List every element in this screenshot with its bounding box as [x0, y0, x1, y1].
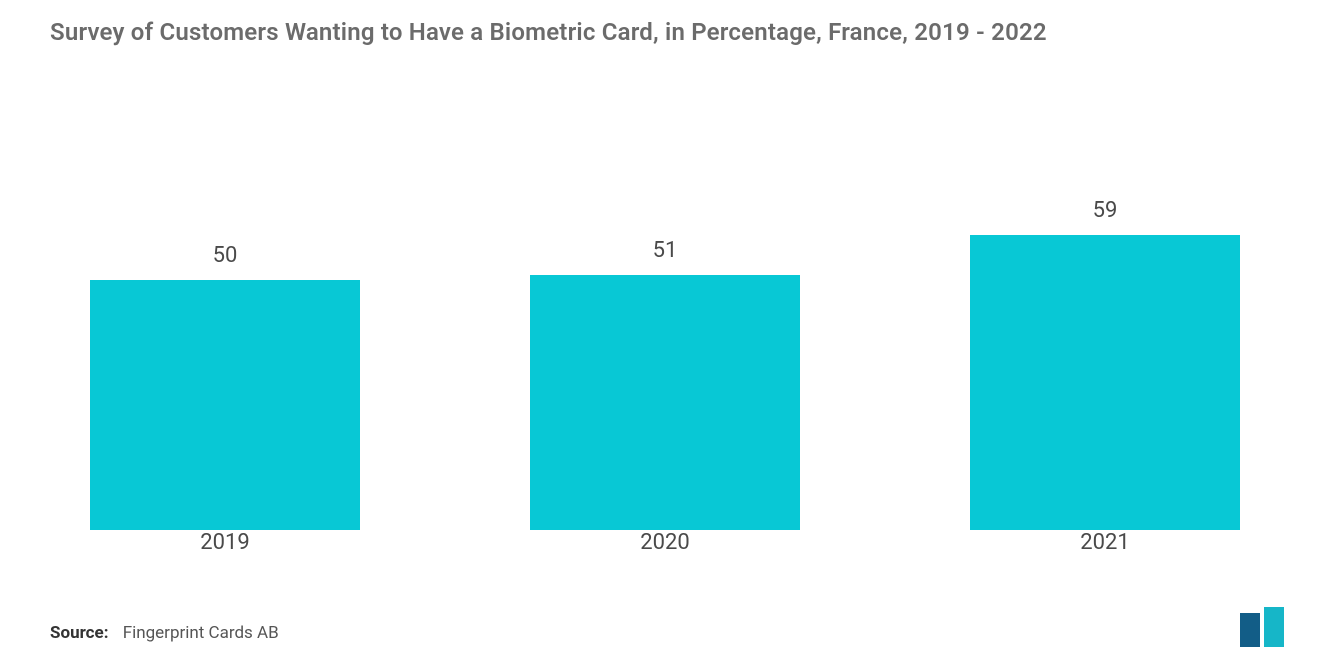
bar-group: 51 — [530, 238, 800, 530]
source-text: Fingerprint Cards AB — [123, 623, 279, 643]
bar — [970, 235, 1240, 530]
x-axis-label: 2020 — [530, 530, 800, 555]
bar-value-label: 59 — [1093, 198, 1118, 223]
bar — [530, 275, 800, 530]
source-label: Source: — [50, 623, 108, 643]
bar-group: 59 — [970, 198, 1240, 530]
source-line: Source: Fingerprint Cards AB — [50, 623, 279, 643]
chart-title: Survey of Customers Wanting to Have a Bi… — [50, 18, 1270, 46]
x-axis-label: 2019 — [90, 530, 360, 555]
brand-logo-icon — [1236, 607, 1292, 647]
x-axis-label: 2021 — [970, 530, 1240, 555]
bar-value-label: 50 — [213, 243, 238, 268]
bar-group: 50 — [90, 243, 360, 530]
bar-value-label: 51 — [653, 238, 678, 263]
bar-chart-plot: 50 51 59 — [90, 90, 1240, 530]
bar — [90, 280, 360, 530]
x-axis: 2019 2020 2021 — [90, 530, 1240, 570]
